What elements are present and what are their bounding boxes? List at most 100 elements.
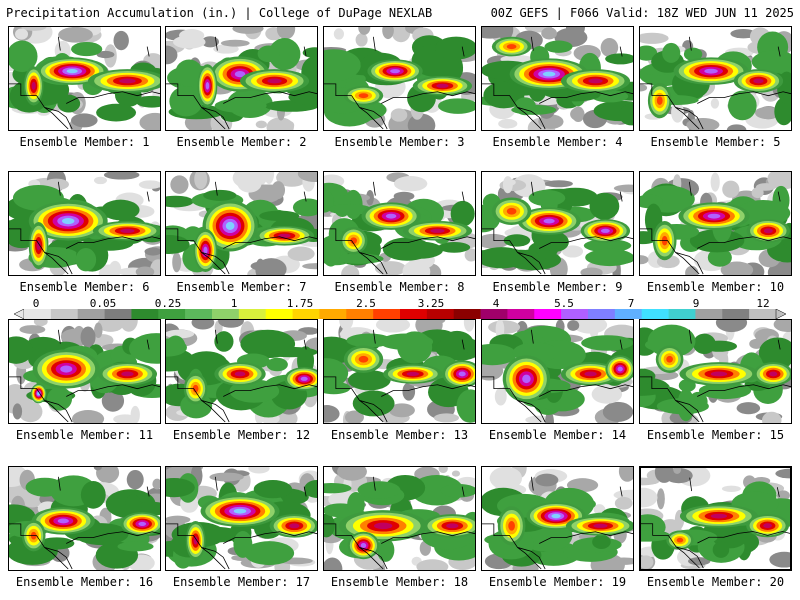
ensemble-panel (481, 466, 634, 571)
ensemble-panel (639, 26, 792, 131)
colorbar-segment (426, 309, 455, 319)
member-label: Ensemble Member: 18 (330, 575, 469, 589)
member-label: Ensemble Member: 13 (330, 428, 469, 442)
member-label: Ensemble Member: 17 (172, 575, 311, 589)
colorbar-segment (749, 309, 777, 319)
member-label: Ensemble Member: 19 (488, 575, 627, 589)
colorbar-tick-label: 5.5 (554, 297, 574, 310)
colorbar-segment (77, 309, 105, 319)
colorbar-tick-label: 2.5 (356, 297, 376, 310)
ensemble-panel (481, 171, 634, 276)
ensemble-panel (165, 319, 318, 424)
colorbar-tick-label: 1 (230, 297, 238, 310)
member-label: Ensemble Member: 20 (646, 575, 785, 589)
precip-map (166, 467, 317, 570)
colorbar-segment (588, 309, 616, 319)
colorbar-segment (641, 309, 669, 319)
colorbar-tick-label: 12 (756, 297, 770, 310)
ensemble-panel (165, 466, 318, 571)
member-label: Ensemble Member: 10 (646, 280, 785, 294)
colorbar-segment (668, 309, 696, 319)
colorbar-segment (265, 309, 293, 319)
colorbar-segment (158, 309, 186, 319)
ensemble-panel (8, 466, 161, 571)
title-right: 00Z GEFS | F066 Valid: 18Z WED JUN 11 20… (490, 6, 794, 20)
ensemble-panel (481, 319, 634, 424)
colorbar-segment (480, 309, 508, 319)
colorbar-tick-label: 4 (492, 297, 500, 310)
colorbar-segment (292, 309, 320, 319)
precip-map (482, 467, 633, 570)
colorbar-segment (695, 309, 723, 319)
precip-map (9, 467, 160, 570)
colorbar-tick-label: 7 (627, 297, 635, 310)
colorbar-tick-label: 0 (32, 297, 40, 310)
ensemble-panel (481, 26, 634, 131)
precip-map (9, 27, 160, 130)
precip-map (641, 468, 790, 569)
colorbar-left-arrow (14, 309, 25, 319)
colorbar-segment (104, 309, 132, 319)
member-label: Ensemble Member: 1 (19, 135, 150, 149)
member-label: Ensemble Member: 11 (15, 428, 154, 442)
colorbar-segment (238, 309, 267, 319)
ensemble-panel (8, 26, 161, 131)
member-label: Ensemble Member: 6 (19, 280, 150, 294)
colorbar-segment (561, 309, 589, 319)
precip-map (640, 172, 791, 275)
member-label: Ensemble Member: 2 (176, 135, 307, 149)
precip-map (166, 320, 317, 423)
precip-map (640, 27, 791, 130)
member-label: Ensemble Member: 15 (646, 428, 785, 442)
colorbar-segment (507, 309, 535, 319)
colorbar-segment (722, 309, 750, 319)
member-label: Ensemble Member: 16 (15, 575, 154, 589)
colorbar-tick-label: 1.75 (286, 297, 314, 310)
member-label: Ensemble Member: 8 (334, 280, 465, 294)
ensemble-panel (639, 319, 792, 424)
colorbar-segment (131, 309, 159, 319)
precip-map (324, 172, 475, 275)
title-left: Precipitation Accumulation (in.) | Colle… (6, 6, 433, 20)
precip-map (324, 320, 475, 423)
colorbar-tick-label: 0.05 (89, 297, 117, 310)
colorbar-right-arrow (775, 309, 786, 319)
precip-map (482, 172, 633, 275)
colorbar-tick-label: 9 (692, 297, 700, 310)
member-label: Ensemble Member: 4 (492, 135, 623, 149)
colorbar-segment (534, 309, 562, 319)
colorbar-segment (319, 309, 347, 319)
ensemble-panel (639, 466, 792, 571)
member-label: Ensemble Member: 7 (176, 280, 307, 294)
colorbar-segment (400, 309, 428, 319)
member-label: Ensemble Member: 5 (650, 135, 781, 149)
precip-map (324, 27, 475, 130)
precip-map (166, 27, 317, 130)
ensemble-panel (8, 171, 161, 276)
colorbar-segment (453, 309, 481, 319)
ensemble-panel (8, 319, 161, 424)
member-label: Ensemble Member: 9 (492, 280, 623, 294)
precip-map (9, 172, 160, 275)
precip-map (166, 172, 317, 275)
ensemble-panel (323, 26, 476, 131)
ensemble-panel (323, 171, 476, 276)
member-label: Ensemble Member: 3 (334, 135, 465, 149)
colorbar-segment (614, 309, 643, 319)
precip-map (9, 320, 160, 423)
ensemble-panel (165, 171, 318, 276)
ensemble-panel (639, 171, 792, 276)
colorbar-segment (346, 309, 374, 319)
member-label: Ensemble Member: 12 (172, 428, 311, 442)
colorbar (14, 309, 786, 319)
colorbar-tick-label: 3.25 (417, 297, 445, 310)
colorbar-segment (373, 309, 401, 319)
colorbar-segment (24, 309, 52, 319)
ensemble-panel (323, 466, 476, 571)
colorbar-segment (212, 309, 240, 319)
colorbar-segment (185, 309, 213, 319)
colorbar-tick-label: 0.25 (154, 297, 182, 310)
member-label: Ensemble Member: 14 (488, 428, 627, 442)
ensemble-panel (323, 319, 476, 424)
precip-map (640, 320, 791, 423)
